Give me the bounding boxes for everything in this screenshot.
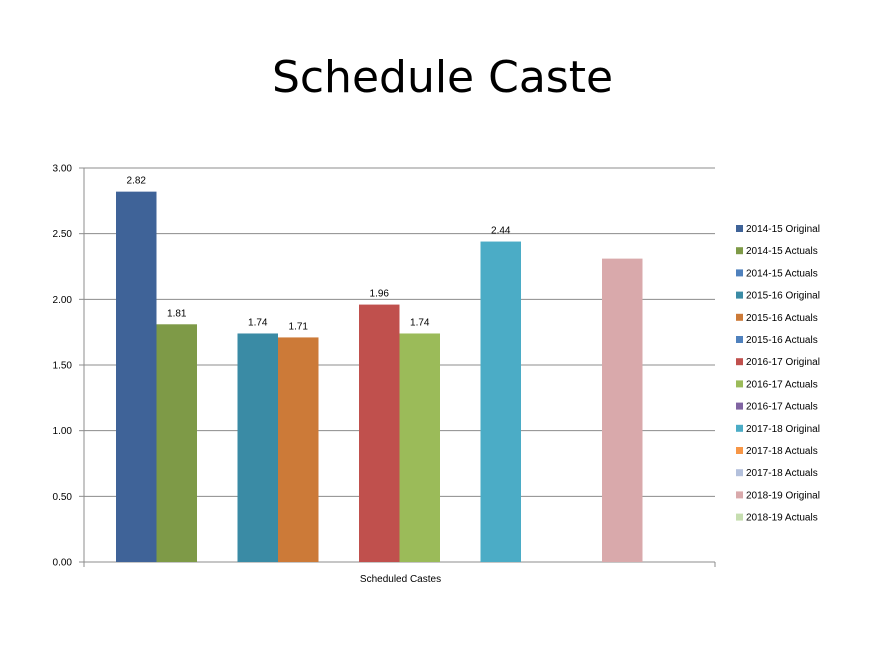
legend-label: 2014-15 Actuals <box>746 246 818 257</box>
data-label: 1.71 <box>289 321 309 332</box>
bars <box>116 191 643 562</box>
bar-2014-15-original <box>116 191 157 562</box>
y-tick-label: 3.00 <box>53 164 73 175</box>
legend-label: 2016-17 Actuals <box>746 402 818 413</box>
data-label: 1.96 <box>370 289 390 300</box>
legend-swatch <box>736 380 743 388</box>
bar-2015-16-original <box>237 333 278 562</box>
data-label: 1.74 <box>410 317 430 328</box>
legend-label: 2016-17 Original <box>746 357 820 368</box>
y-tick-label: 0.00 <box>53 558 73 569</box>
legend-label: 2014-15 Original <box>746 224 820 235</box>
legend-label: 2017-18 Actuals <box>746 468 818 479</box>
y-tick-label: 0.50 <box>53 492 73 503</box>
legend-swatch <box>736 358 743 366</box>
legend-swatch <box>736 424 743 432</box>
legend-swatch <box>736 247 743 255</box>
legend-label: 2014-15 Actuals <box>746 268 818 279</box>
bar-2017-18-original <box>480 241 521 562</box>
bar-2018-19-original <box>602 258 643 562</box>
y-tick-label: 1.50 <box>53 361 73 372</box>
legend-swatch <box>736 336 743 343</box>
data-label: 2.82 <box>127 176 147 187</box>
legend-swatch <box>736 447 743 454</box>
legend-label: 2017-18 Original <box>746 424 820 435</box>
bar-2015-16-actuals <box>278 337 319 562</box>
slide-title: Schedule Caste <box>271 52 614 103</box>
legend-swatch <box>736 225 743 232</box>
y-tick-label: 1.00 <box>53 426 73 437</box>
legend-label: 2018-19 Actuals <box>746 513 818 524</box>
legend-label: 2017-18 Actuals <box>746 446 818 457</box>
data-label: 2.44 <box>491 226 511 237</box>
data-label: 1.81 <box>167 308 187 319</box>
data-labels: 2.82 1.81 1.74 1.71 1.96 1.74 2.44 <box>127 176 511 333</box>
y-tick-label: 2.50 <box>53 229 73 240</box>
legend-label: 2015-16 Actuals <box>746 313 818 324</box>
legend: 2014-15 Original 2014-15 Actuals 2014-15 A… <box>736 224 820 524</box>
legend-swatch <box>736 313 743 321</box>
bar-2014-15-actuals <box>156 324 197 562</box>
bar-2016-17-actuals <box>399 333 440 562</box>
legend-label: 2015-16 Actuals <box>746 335 818 346</box>
legend-swatch <box>736 491 743 499</box>
legend-swatch <box>736 513 743 521</box>
legend-swatch <box>736 402 743 410</box>
legend-label: 2015-16 Original <box>746 291 820 302</box>
legend-swatch <box>736 469 743 477</box>
x-category-label: Scheduled Castes <box>360 574 441 585</box>
y-tick-label: 2.00 <box>53 295 73 306</box>
legend-label: 2016-17 Actuals <box>746 379 818 390</box>
bar-2016-17-original <box>359 304 400 562</box>
data-label: 1.74 <box>248 317 268 328</box>
legend-label: 2018-19 Original <box>746 490 820 501</box>
legend-swatch <box>736 269 743 277</box>
legend-swatch <box>736 291 743 299</box>
